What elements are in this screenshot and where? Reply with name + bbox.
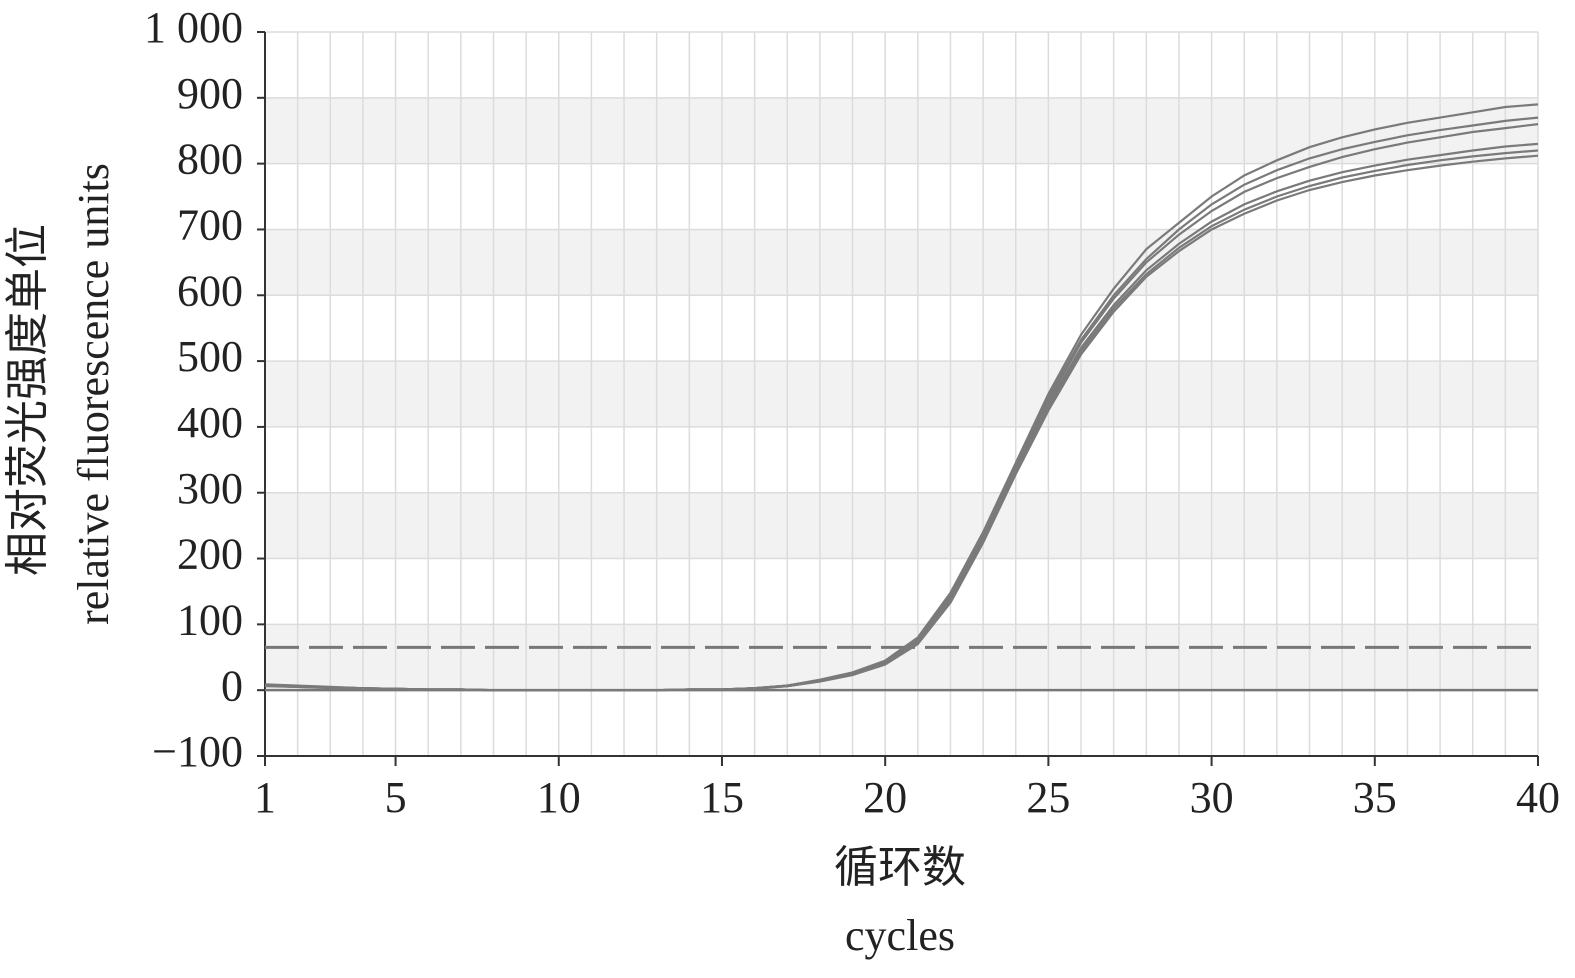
grid-band [265, 229, 1538, 296]
x-tick-label: 35 [1353, 773, 1397, 822]
grid-band [265, 492, 1538, 559]
x-tick-label: 40 [1516, 773, 1560, 822]
y-axis-label: 相对荧光强度单位 [3, 224, 52, 576]
y-tick-label: 100 [177, 595, 243, 644]
y-tick-label: 0 [221, 661, 243, 710]
series-line [264, 154, 1539, 692]
x-tick-label: 20 [863, 773, 907, 822]
y-tick-label: 1 000 [144, 3, 243, 52]
grid-band [265, 624, 1538, 691]
y-tick-label: 500 [177, 332, 243, 381]
y-tick-label: 800 [177, 135, 243, 184]
y-tick-label: 700 [177, 201, 243, 250]
x-tick-label: 30 [1190, 773, 1234, 822]
y-tick-label: 600 [177, 266, 243, 315]
y-tick-label: 900 [177, 69, 243, 118]
y-axis-label: relative fluorescence units [69, 163, 118, 625]
y-tick-label: 200 [177, 530, 243, 579]
x-tick-label: 1 [254, 773, 276, 822]
x-axis-label: cycles [845, 911, 955, 960]
grid-band [265, 361, 1538, 427]
y-tick-label: 300 [177, 464, 243, 513]
x-axis-label: 循环数 [834, 843, 966, 892]
x-tick-label: 5 [385, 773, 407, 822]
y-tick-label: −100 [152, 727, 243, 776]
x-tick-label: 15 [700, 773, 744, 822]
x-tick-label: 10 [537, 773, 581, 822]
grid-band [265, 97, 1538, 164]
y-tick-label: 400 [177, 398, 243, 447]
x-tick-label: 25 [1026, 773, 1070, 822]
